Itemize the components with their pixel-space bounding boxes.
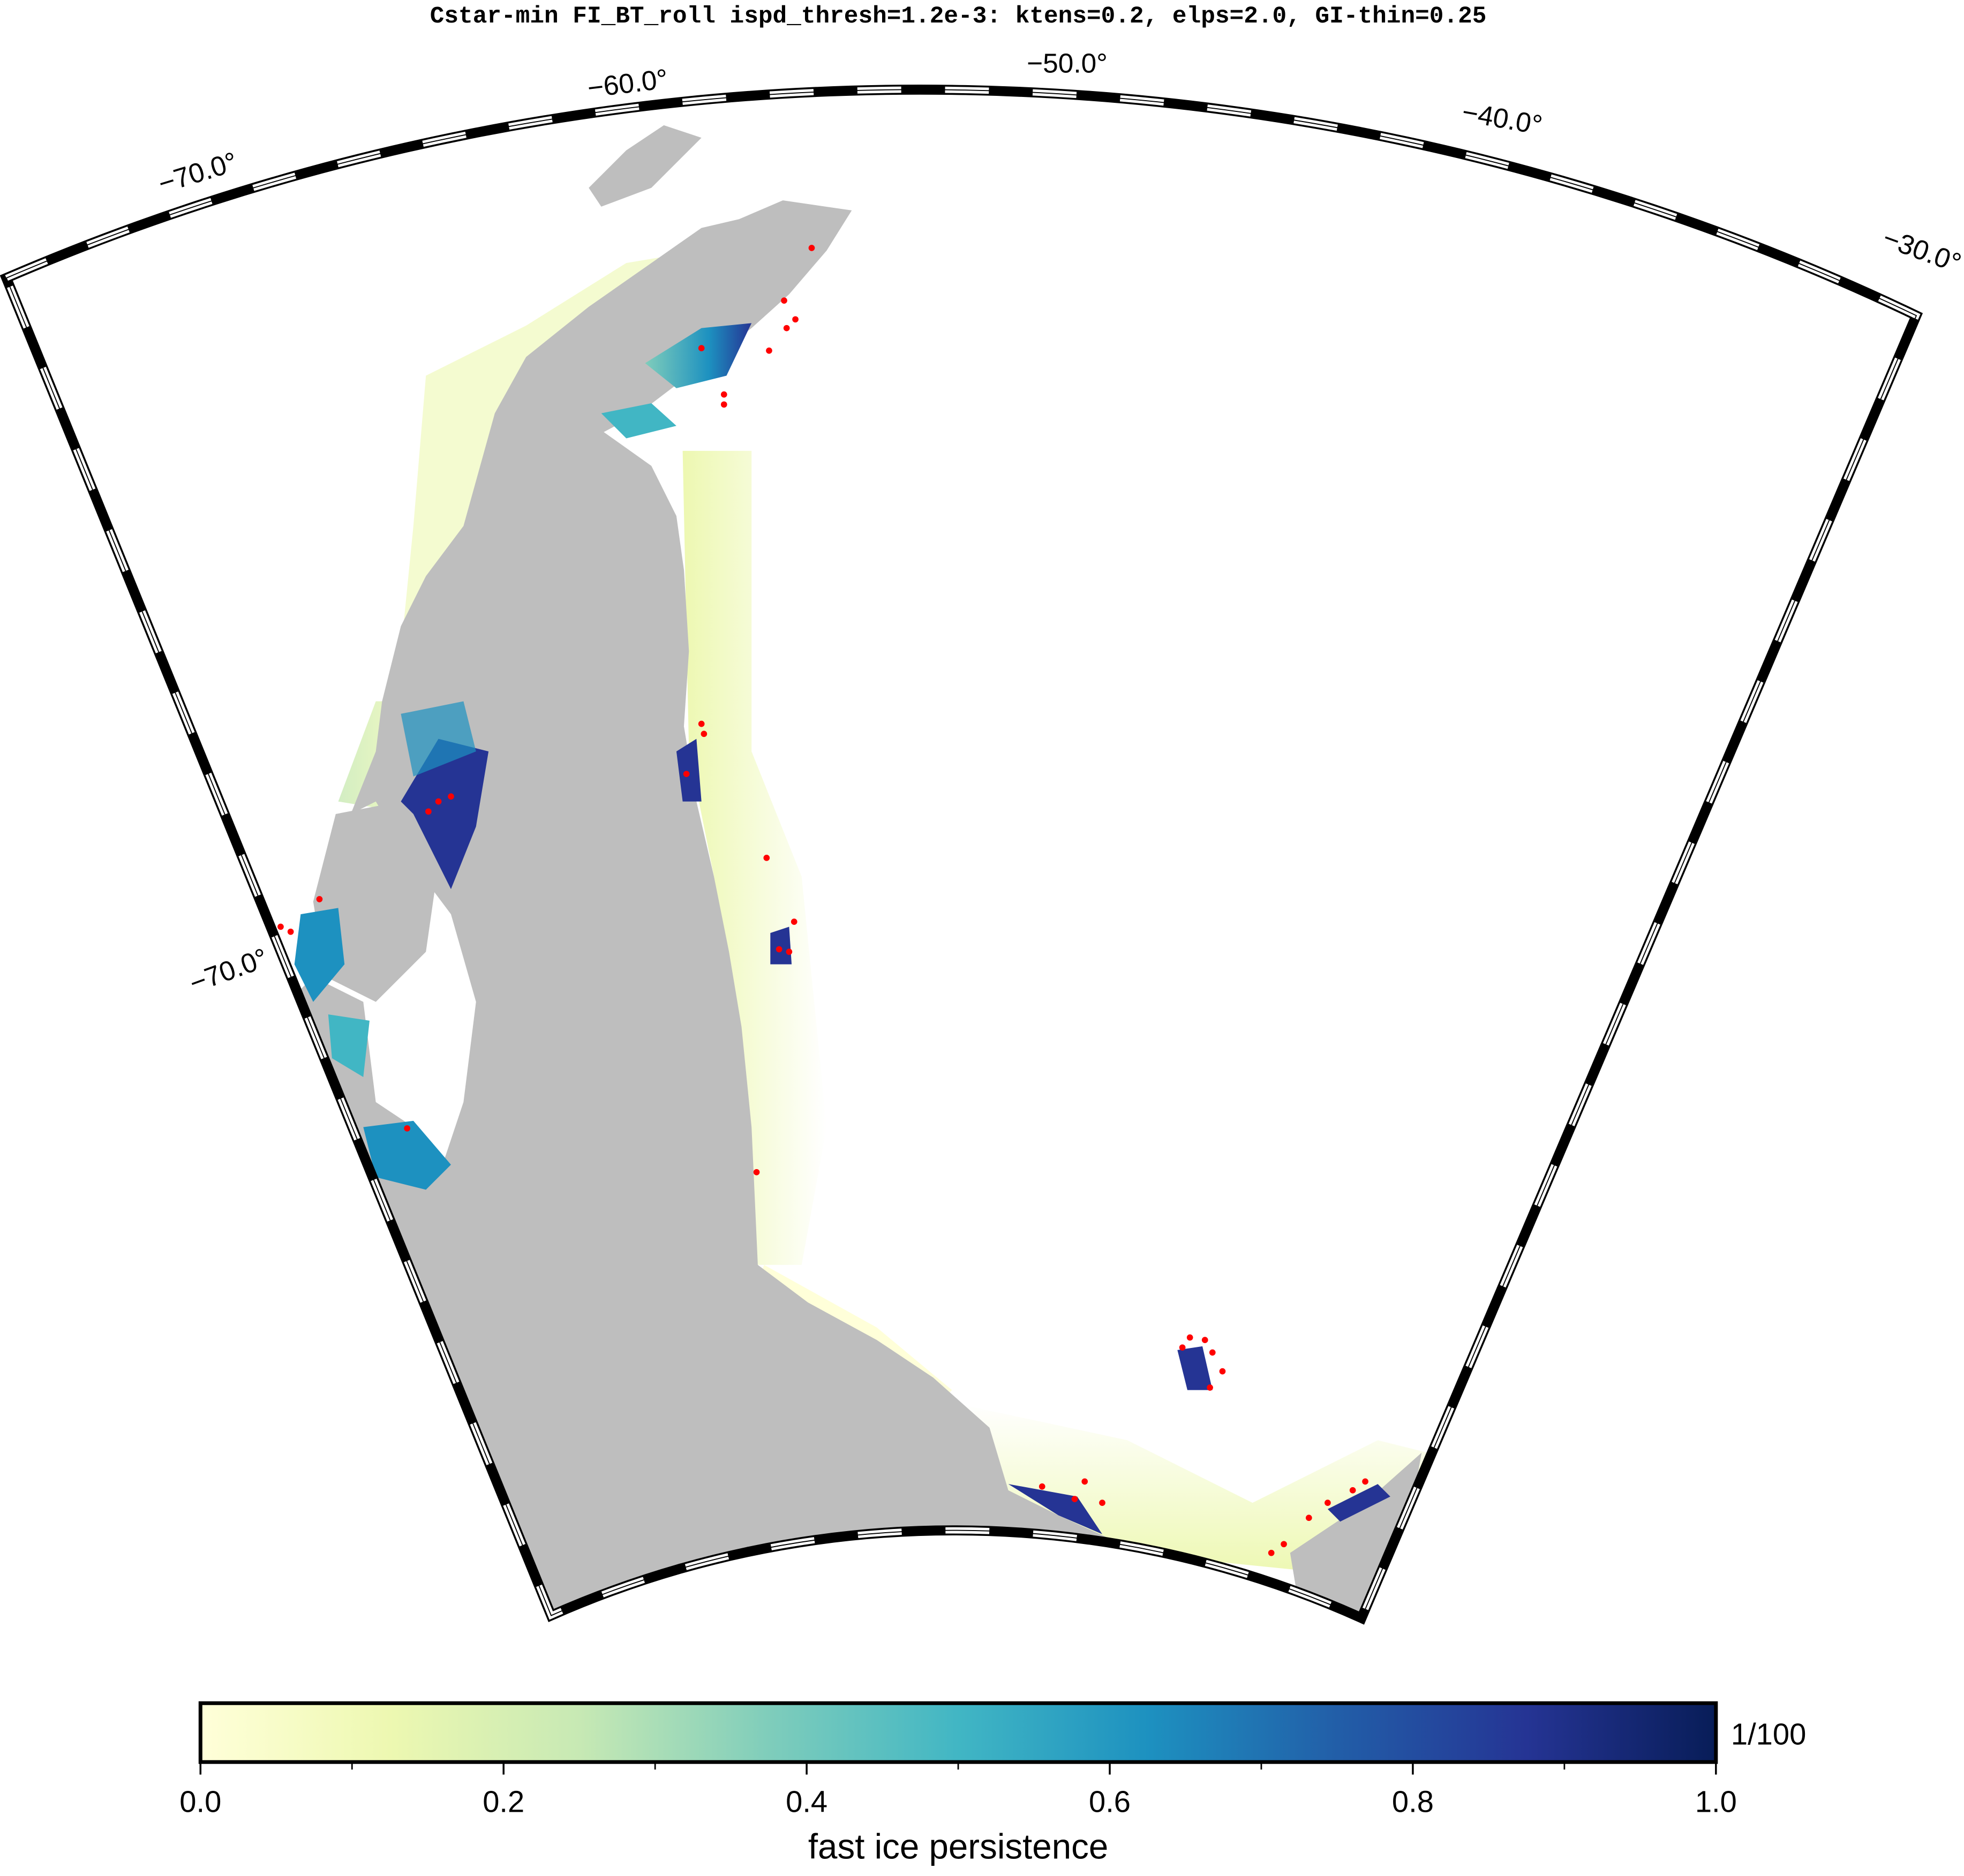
iceberg-points (277, 245, 1368, 1556)
fast-ice (401, 739, 489, 890)
lon-label: −50.0° (1027, 48, 1108, 79)
map-title: Cstar-min FI_BT_roll ispd_thresh=1.2e-3:… (430, 3, 1487, 30)
colorbar: 1/100 fast ice persistence 0.0 0.2 0.4 0.6 0… (179, 1701, 1806, 1866)
fast-ice (1008, 1484, 1102, 1534)
colorbar-scale (198, 1701, 1718, 1764)
lat-label: −70.0° (185, 942, 272, 999)
colorbar-tick-label: 0.4 (786, 1785, 827, 1819)
land (313, 801, 439, 1002)
fast-ice (770, 926, 792, 965)
fast-ice (363, 1120, 451, 1190)
colorbar-label: fast ice persistence (808, 1827, 1108, 1866)
colorbar-tick-label: 1.0 (1695, 1785, 1737, 1819)
fast-ice (1177, 1346, 1213, 1390)
fast-ice (952, 1403, 1428, 1578)
lon-label: −40.0° (1459, 96, 1545, 140)
colorbar-tick-label: 0.6 (1089, 1785, 1131, 1819)
fast-ice (601, 403, 676, 439)
map-area (277, 125, 1428, 1618)
colorbar-unit: 1/100 (1731, 1717, 1806, 1751)
colorbar-tick-label: 0.0 (179, 1785, 221, 1819)
fast-ice (676, 739, 702, 802)
colorbar-tick-label: 0.8 (1392, 1785, 1434, 1819)
fast-ice (1327, 1484, 1390, 1522)
fast-ice (645, 323, 752, 388)
fast-ice (682, 450, 827, 1265)
fast-ice (294, 908, 345, 1002)
land (589, 125, 702, 207)
fast-ice (401, 701, 476, 777)
lon-label: −30.0° (1879, 222, 1964, 278)
land (288, 200, 1127, 1618)
map-frame (0, 85, 1923, 1625)
colorbar-tick-label: 0.2 (483, 1785, 524, 1819)
fast-ice (328, 1014, 370, 1078)
lon-label: −60.0° (586, 63, 670, 103)
